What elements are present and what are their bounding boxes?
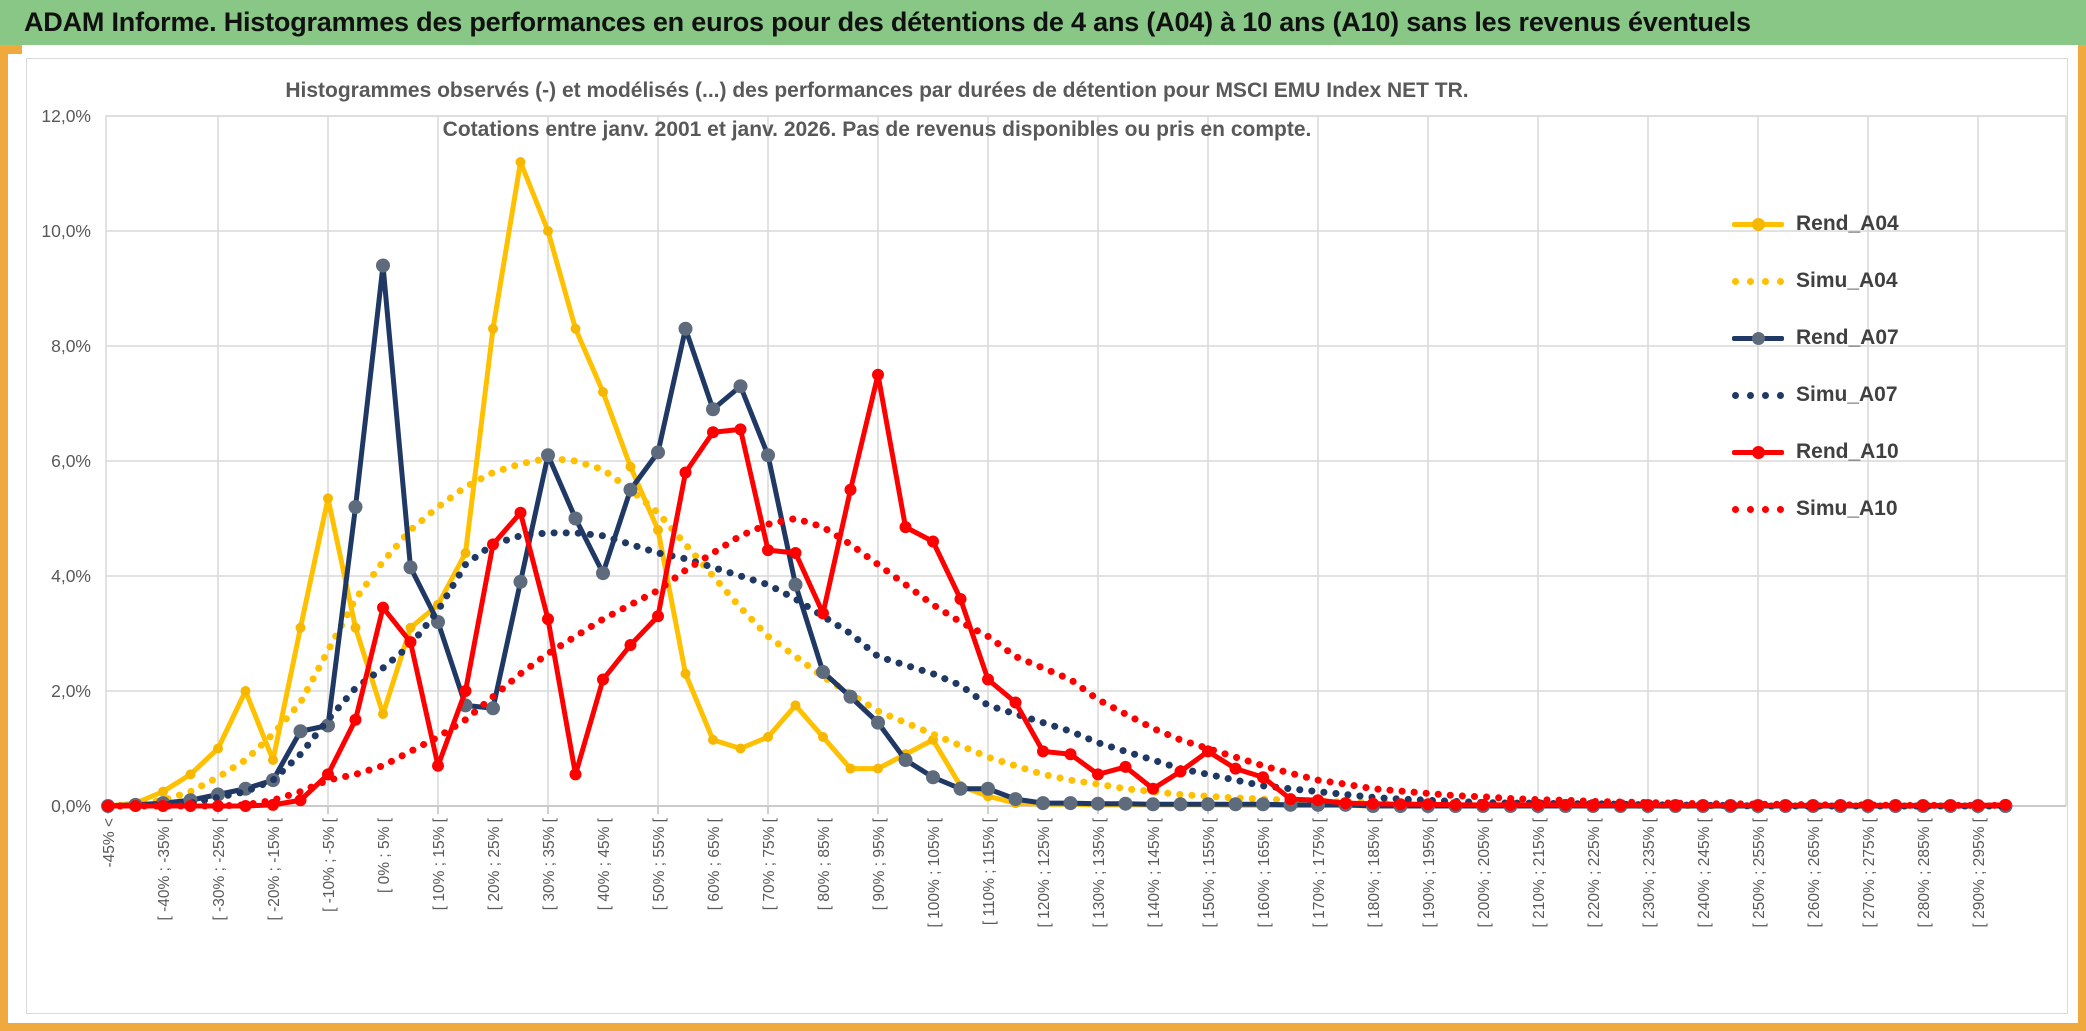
gold-right-border — [2078, 45, 2086, 1031]
legend-item-rend-a10: Rend_A10 — [1732, 433, 1899, 471]
svg-text:[ 70% ; 75% [: [ 70% ; 75% [ — [761, 817, 778, 910]
svg-text:[ 240% ; 245% [: [ 240% ; 245% [ — [1696, 817, 1713, 927]
svg-text:[ 210% ; 215% [: [ 210% ; 215% [ — [1531, 817, 1548, 927]
svg-text:[ -30% ; -25% [: [ -30% ; -25% [ — [211, 817, 228, 920]
legend-swatch-rend-a10-icon — [1732, 445, 1784, 459]
svg-text:-45% <: -45% < — [101, 818, 118, 868]
svg-text:4,0%: 4,0% — [51, 566, 91, 586]
legend-label-simu-a04: Simu_A04 — [1796, 269, 1898, 292]
svg-text:[ 60% ; 65% [: [ 60% ; 65% [ — [706, 817, 723, 910]
svg-text:0,0%: 0,0% — [51, 796, 91, 816]
svg-text:[ 150% ; 155% [: [ 150% ; 155% [ — [1201, 817, 1218, 927]
legend-swatch-simu-a07-icon — [1732, 388, 1784, 402]
svg-text:[ 160% ; 165% [: [ 160% ; 165% [ — [1256, 817, 1273, 927]
svg-text:[ 20% ; 25% [: [ 20% ; 25% [ — [486, 817, 503, 910]
legend-item-rend-a04: Rend_A04 — [1732, 205, 1899, 243]
chart-title: Histogrammes observés (-) et modélisés (… — [27, 71, 1727, 149]
legend-swatch-simu-a04-icon — [1732, 274, 1784, 288]
svg-text:[ 40% ; 45% [: [ 40% ; 45% [ — [596, 817, 613, 910]
chart-card: 0,0% 2,0% 4,0% 6,0% 8,0% 10,0% 12,0% -45% < [ -4… — [26, 58, 2068, 1014]
svg-text:[ 100% ; 105% [: [ 100% ; 105% [ — [926, 817, 943, 927]
svg-text:[ 280% ; 285% [: [ 280% ; 285% [ — [1916, 817, 1933, 927]
svg-text:8,0%: 8,0% — [51, 336, 91, 356]
svg-text:[ 130% ; 135% [: [ 130% ; 135% [ — [1091, 817, 1108, 927]
header-banner: ADAM Informe. Histogrammes des performan… — [0, 0, 2086, 45]
banner-title: ADAM Informe. Histogrammes des performan… — [24, 7, 1751, 37]
legend-swatch-rend-a07-icon — [1732, 331, 1784, 345]
svg-text:[ 260% ; 265% [: [ 260% ; 265% [ — [1806, 817, 1823, 927]
svg-text:[ 270% ; 275% [: [ 270% ; 275% [ — [1861, 817, 1878, 927]
svg-text:[ 200% ; 205% [: [ 200% ; 205% [ — [1476, 817, 1493, 927]
svg-text:[ 250% ; 255% [: [ 250% ; 255% [ — [1751, 817, 1768, 927]
svg-text:10,0%: 10,0% — [41, 221, 91, 241]
svg-text:[ 220% ; 225% [: [ 220% ; 225% [ — [1586, 817, 1603, 927]
chart-title-line1: Histogrammes observés (-) et modélisés (… — [285, 79, 1469, 102]
svg-text:[ 180% ; 185% [: [ 180% ; 185% [ — [1366, 817, 1383, 927]
legend-item-rend-a07: Rend_A07 — [1732, 319, 1899, 357]
svg-text:[ 110% ; 115% [: [ 110% ; 115% [ — [981, 817, 998, 925]
legend-swatch-simu-a10-icon — [1732, 502, 1784, 516]
svg-text:[ 80% ; 85% [: [ 80% ; 85% [ — [816, 817, 833, 910]
legend-label-rend-a10: Rend_A10 — [1796, 440, 1899, 463]
legend-swatch-rend-a04-icon — [1732, 217, 1784, 231]
chart-legend: Rend_A04 Simu_A04 Rend_A07 Simu_A07 Rend… — [1732, 205, 1899, 528]
svg-text:[ 90% ; 95% [: [ 90% ; 95% [ — [871, 817, 888, 910]
svg-text:[ 140% ; 145% [: [ 140% ; 145% [ — [1146, 817, 1163, 927]
svg-text:[ 10% ; 15% [: [ 10% ; 15% [ — [431, 817, 448, 910]
svg-text:6,0%: 6,0% — [51, 451, 91, 471]
legend-item-simu-a10: Simu_A10 — [1732, 490, 1899, 528]
legend-item-simu-a04: Simu_A04 — [1732, 262, 1899, 300]
gold-left-border — [0, 45, 8, 1031]
svg-text:[ 120% ; 125% [: [ 120% ; 125% [ — [1036, 817, 1053, 927]
legend-label-simu-a10: Simu_A10 — [1796, 497, 1898, 520]
svg-text:12,0%: 12,0% — [41, 106, 91, 126]
svg-text:[ 50% ; 55% [: [ 50% ; 55% [ — [651, 817, 668, 910]
svg-text:[ 30% ; 35% [: [ 30% ; 35% [ — [541, 817, 558, 910]
legend-label-rend-a07: Rend_A07 — [1796, 326, 1899, 349]
svg-text:[ -40% ; -35% [: [ -40% ; -35% [ — [156, 817, 173, 920]
svg-text:2,0%: 2,0% — [51, 681, 91, 701]
legend-label-simu-a07: Simu_A07 — [1796, 383, 1898, 406]
performance-histogram-chart: 0,0% 2,0% 4,0% 6,0% 8,0% 10,0% 12,0% -45% < [ -4… — [41, 106, 2067, 927]
legend-item-simu-a07: Simu_A07 — [1732, 376, 1899, 414]
chart-title-line2: Cotations entre janv. 2001 et janv. 2026… — [442, 118, 1312, 141]
svg-text:[ 190% ; 195% [: [ 190% ; 195% [ — [1421, 817, 1438, 927]
gold-corner-tab — [2, 45, 22, 54]
svg-text:[ -20% ; -15% [: [ -20% ; -15% [ — [266, 817, 283, 920]
svg-text:[ 0% ; 5% [: [ 0% ; 5% [ — [376, 817, 393, 893]
svg-text:[ 170% ; 175% [: [ 170% ; 175% [ — [1311, 817, 1328, 927]
svg-text:[ -10% ; -5% [: [ -10% ; -5% [ — [321, 817, 338, 912]
svg-text:[ 230% ; 235% [: [ 230% ; 235% [ — [1641, 817, 1658, 927]
svg-text:[ 290% ; 295% [: [ 290% ; 295% [ — [1971, 817, 1988, 927]
gold-bottom-border — [0, 1023, 2086, 1031]
legend-label-rend-a04: Rend_A04 — [1796, 212, 1899, 235]
